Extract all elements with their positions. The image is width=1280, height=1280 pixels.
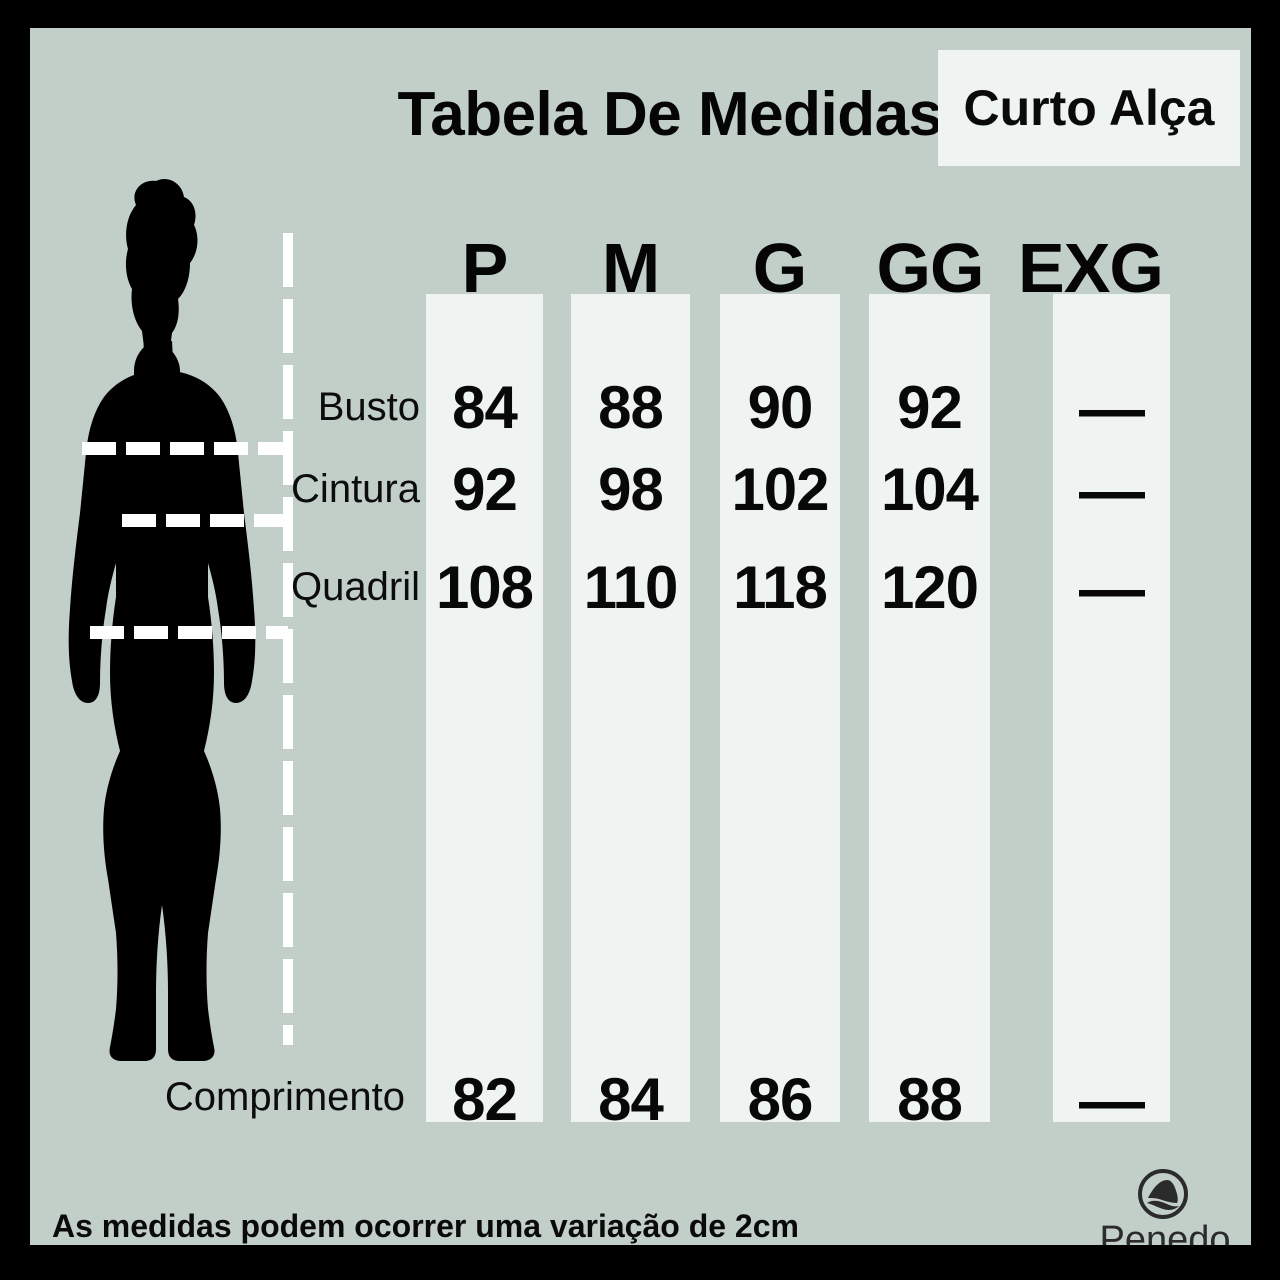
cell-comprimento-g: 86	[747, 1066, 814, 1133]
row-label-comprimento: Comprimento	[164, 1075, 405, 1119]
cell-comprimento-exg: —	[1079, 1063, 1145, 1137]
size-column-g	[720, 294, 840, 1122]
cell-cintura-m: 98	[598, 456, 664, 523]
size-chart-canvas: Tabela De Medidas Curto Alça	[30, 28, 1251, 1245]
cell-quadril-p: 108	[435, 554, 534, 621]
cell-comprimento-gg: 88	[897, 1066, 963, 1133]
size-column-exg	[1053, 294, 1170, 1122]
cell-quadril-exg: —	[1079, 551, 1145, 625]
busto-measure-line	[82, 442, 287, 455]
cell-cintura-p: 92	[452, 456, 518, 523]
vertical-dashed-ruler	[283, 233, 293, 1045]
variant-badge: Curto Alça	[938, 50, 1240, 166]
size-column-gg	[869, 294, 990, 1122]
cell-cintura-exg: —	[1079, 453, 1145, 527]
female-body-silhouette-icon	[40, 173, 270, 1073]
cell-busto-p: 84	[452, 374, 518, 441]
cell-cintura-g: 102	[731, 456, 829, 523]
cintura-measure-line	[122, 514, 288, 527]
page-title: Tabela De Medidas	[397, 80, 943, 149]
brand-logo: Penedo	[1085, 1168, 1245, 1245]
cell-busto-gg: 92	[897, 374, 963, 441]
cell-comprimento-p: 82	[452, 1066, 518, 1133]
cell-quadril-m: 110	[583, 554, 679, 621]
cell-busto-exg: —	[1079, 371, 1145, 445]
size-column-p	[426, 294, 543, 1122]
cell-busto-g: 90	[747, 374, 814, 441]
cell-busto-m: 88	[598, 374, 664, 441]
row-label-busto: Busto	[317, 385, 420, 429]
variant-badge-label: Curto Alça	[963, 80, 1215, 136]
row-label-cintura: Cintura	[291, 467, 420, 511]
row-label-group: Busto Cintura Quadril	[260, 28, 420, 1245]
cell-quadril-gg: 120	[880, 554, 979, 621]
cell-cintura-gg: 104	[880, 456, 979, 523]
brand-logo-name: Penedo	[1099, 1219, 1231, 1245]
size-column-m	[571, 294, 690, 1122]
mountain-circle-logo-icon	[1137, 1168, 1189, 1220]
row-label-quadril: Quadril	[291, 565, 420, 609]
cell-comprimento-m: 84	[598, 1066, 664, 1133]
cell-quadril-g: 118	[733, 554, 828, 621]
measurement-variation-note: As medidas podem ocorrer uma variação de…	[52, 1208, 799, 1244]
quadril-measure-line	[90, 626, 288, 639]
